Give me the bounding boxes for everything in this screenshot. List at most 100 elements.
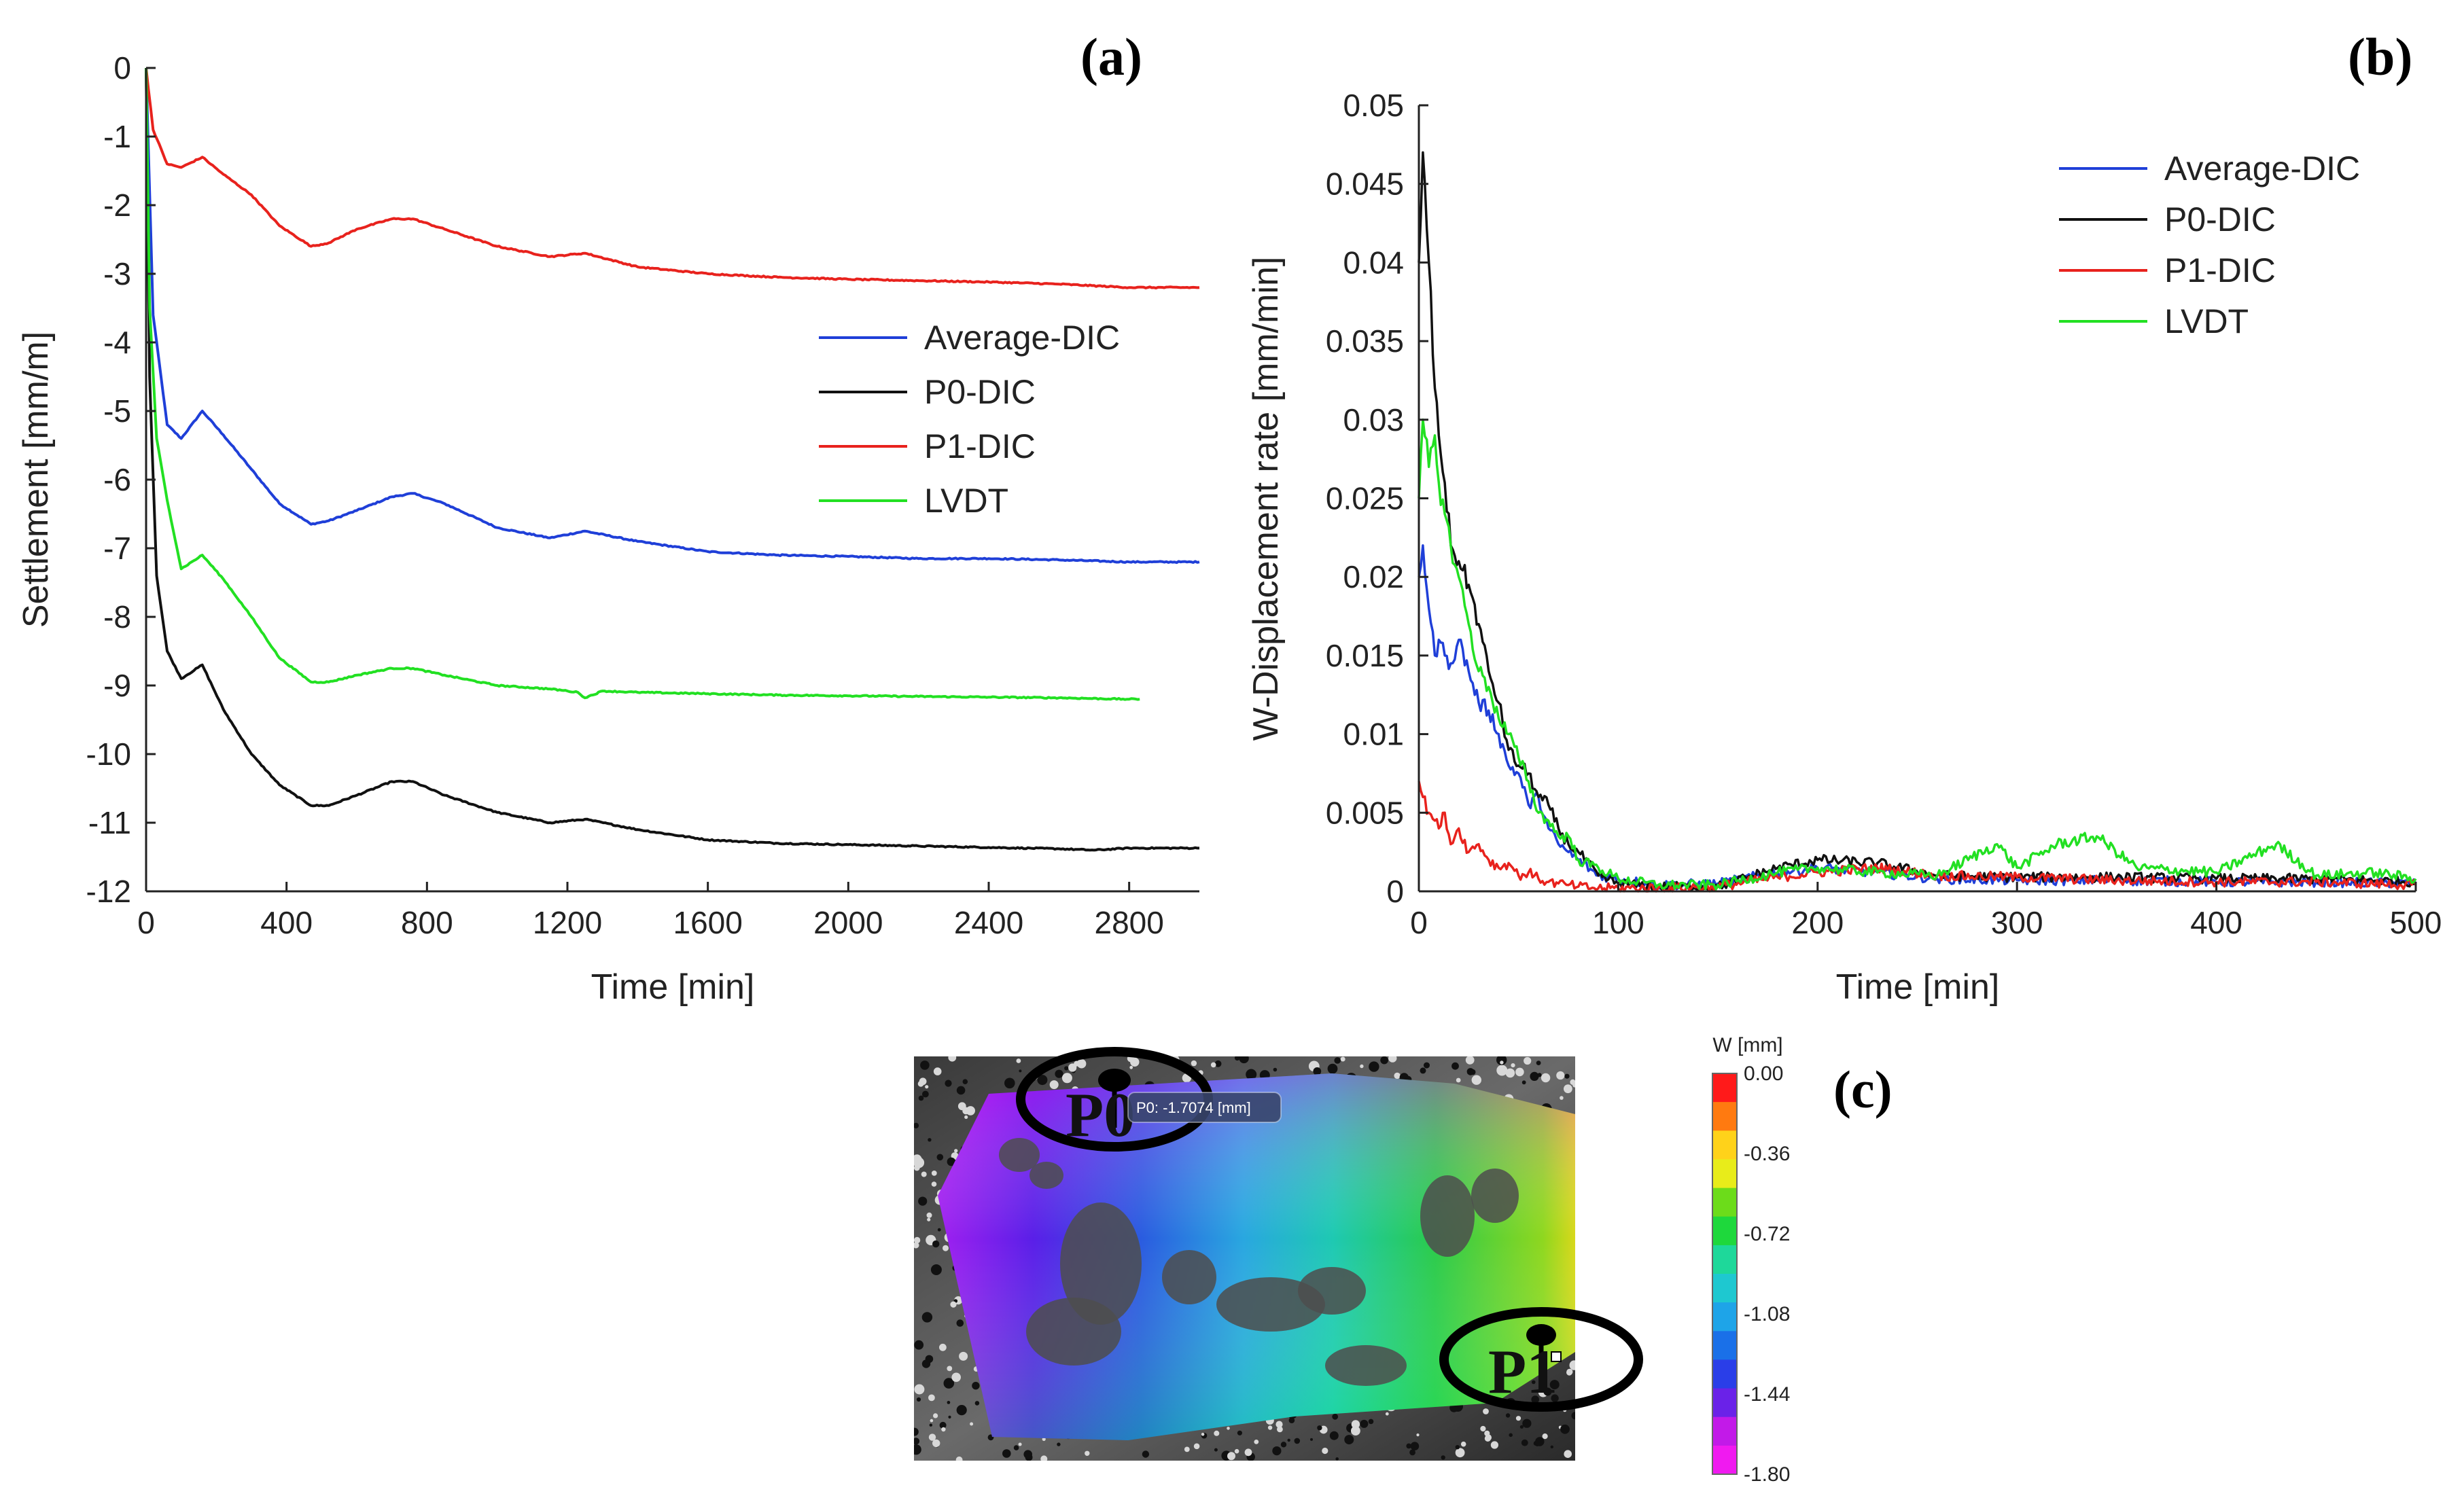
speckle-dot bbox=[914, 1236, 921, 1244]
p1-ellipse bbox=[1439, 1307, 1643, 1412]
speckle-dot bbox=[1505, 1413, 1511, 1418]
panel-b-y-tick-label: 0.045 bbox=[1326, 166, 1404, 202]
speckle-dot bbox=[1394, 1072, 1401, 1080]
panel-b-y-tick-label: 0.01 bbox=[1343, 717, 1404, 752]
speckle-dot bbox=[962, 1079, 968, 1084]
speckle-dot bbox=[1465, 1056, 1475, 1065]
speckle-dot bbox=[1451, 1062, 1459, 1070]
speckle-dot bbox=[1500, 1060, 1504, 1065]
speckle-dot bbox=[932, 1439, 940, 1448]
speckle-dot bbox=[956, 1405, 967, 1416]
speckle-dot bbox=[1530, 1071, 1539, 1081]
panel-a-x-tick-label: 1200 bbox=[533, 905, 602, 940]
panel-a-y-tick-label: -4 bbox=[103, 325, 131, 360]
speckle-dot bbox=[1509, 1433, 1513, 1438]
speckle-dot bbox=[1129, 1065, 1133, 1069]
speckle-dot bbox=[921, 1359, 931, 1368]
panel-b-legend-label-p0-dic: P0-DIC bbox=[2164, 200, 2276, 238]
colorbar-title: W [mm] bbox=[1712, 1034, 1782, 1056]
speckle-dot bbox=[1511, 1063, 1515, 1068]
p1-point-marker bbox=[1551, 1351, 1562, 1362]
panel-b-y-tick-label: 0.005 bbox=[1326, 795, 1404, 830]
speckle-dot bbox=[1531, 1395, 1539, 1404]
unmeasured-patch bbox=[999, 1138, 1040, 1172]
speckle-dot bbox=[1061, 1073, 1072, 1084]
speckle-dot bbox=[914, 1164, 920, 1171]
speckle-dot bbox=[1420, 1067, 1426, 1074]
speckle-dot bbox=[1560, 1096, 1564, 1100]
colorbar-segment bbox=[1712, 1445, 1737, 1475]
panel-a-y-tick-label: -1 bbox=[103, 119, 131, 154]
colorbar-segment bbox=[1712, 1388, 1737, 1418]
speckle-dot bbox=[1569, 1360, 1575, 1370]
p0-tooltip-box bbox=[1127, 1092, 1282, 1123]
speckle-dot bbox=[1556, 1071, 1565, 1080]
colorbar-tick-label: -0.36 bbox=[1744, 1143, 1790, 1165]
speckle-dot bbox=[1234, 1056, 1240, 1061]
panel-a-series-p1-dic bbox=[145, 67, 1200, 289]
colorbar bbox=[1712, 1073, 1738, 1475]
panel-a-x-ticks: 0 400 800 1200 1600 2000 2400 2800 bbox=[137, 882, 1164, 940]
p0-label: P0 bbox=[1066, 1080, 1135, 1149]
panel-a-y-tick-label: -2 bbox=[103, 188, 131, 223]
speckle-dot bbox=[928, 1394, 935, 1402]
speckle-dot bbox=[1483, 1408, 1489, 1414]
speckle-dot bbox=[1193, 1443, 1200, 1450]
p0-pin-icon bbox=[1098, 1069, 1131, 1092]
speckle-dot bbox=[1142, 1450, 1150, 1458]
speckle-dot bbox=[959, 1351, 968, 1361]
speckle-dot bbox=[1522, 1419, 1532, 1428]
speckle-dot bbox=[921, 1171, 927, 1177]
panel-b-y-tick-label: 0.025 bbox=[1326, 481, 1404, 516]
speckle-dot bbox=[974, 1401, 980, 1406]
speckle-dot bbox=[939, 1343, 947, 1351]
speckle-dot bbox=[914, 1438, 920, 1445]
colorbar-segment bbox=[1712, 1073, 1737, 1103]
speckle-dot bbox=[1564, 1084, 1572, 1094]
colorbar-segment bbox=[1712, 1130, 1737, 1160]
speckle-dot bbox=[1543, 1387, 1552, 1396]
speckle-dot bbox=[914, 1444, 921, 1455]
speckle-dot bbox=[931, 1181, 937, 1187]
speckle-dot bbox=[1470, 1069, 1476, 1075]
unmeasured-patch bbox=[1325, 1345, 1407, 1386]
p1-pin-icon bbox=[1526, 1324, 1556, 1346]
speckle-dot bbox=[917, 1080, 924, 1087]
colorbar-segment bbox=[1712, 1416, 1737, 1446]
speckle-dot bbox=[921, 1312, 933, 1323]
speckle-dot bbox=[1329, 1431, 1339, 1440]
speckle-dot bbox=[950, 1301, 957, 1308]
speckle-dot bbox=[947, 1401, 951, 1404]
speckle-dot bbox=[1505, 1068, 1515, 1078]
speckle-dot bbox=[947, 1157, 956, 1166]
speckle-dot bbox=[1441, 1455, 1445, 1460]
panel-a-y-tick-label: -11 bbox=[88, 805, 131, 840]
panel-a-legend-label-p1-dic: P1-DIC bbox=[924, 427, 1036, 465]
speckle-dot bbox=[1287, 1438, 1290, 1442]
speckle-dot bbox=[1490, 1441, 1498, 1449]
speckle-dot bbox=[1004, 1077, 1015, 1089]
speckle-dot bbox=[951, 1152, 959, 1160]
speckle-dot bbox=[1537, 1073, 1542, 1077]
panel-b-x-tick-label: 0 bbox=[1410, 905, 1428, 940]
speckle-dot bbox=[1455, 1448, 1465, 1458]
speckle-dot bbox=[1549, 1380, 1560, 1390]
speckle-dot bbox=[1385, 1412, 1389, 1416]
panel-b-y-tick-label: 0.015 bbox=[1326, 638, 1404, 673]
panel-c-label: (c) bbox=[1833, 1060, 1893, 1119]
speckle-dot bbox=[1294, 1438, 1301, 1444]
speckle-dot bbox=[939, 1421, 947, 1429]
panel-a-x-tick-label: 400 bbox=[260, 905, 313, 940]
panel-b-legend-label-average-dic: Average-DIC bbox=[2164, 149, 2360, 188]
speckle-dot bbox=[972, 1382, 980, 1390]
panel-b-legend: Average-DIC P0-DIC P1-DIC LVDT bbox=[2059, 149, 2360, 340]
speckle-dot bbox=[1317, 1425, 1322, 1431]
speckle-dot bbox=[1532, 1380, 1536, 1385]
panel-b-x-tick-label: 300 bbox=[1991, 905, 2043, 940]
speckle-dot bbox=[1246, 1069, 1257, 1080]
panel-a-x-axis-title: Time [min] bbox=[591, 967, 755, 1007]
panel-a-x-tick-label: 2800 bbox=[1094, 905, 1163, 940]
panel-b-y-tick-label: 0.03 bbox=[1343, 402, 1404, 438]
speckle-dot bbox=[1570, 1079, 1575, 1085]
panel-b-legend-label-lvdt: LVDT bbox=[2164, 302, 2249, 340]
